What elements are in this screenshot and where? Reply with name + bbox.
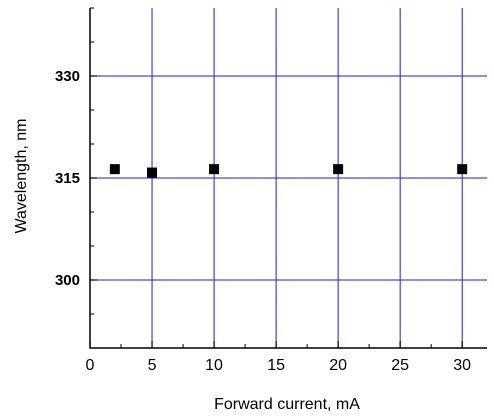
x-axis-title: Forward current, mA (214, 396, 360, 413)
data-point (109, 164, 120, 175)
data-point (147, 167, 158, 178)
x-tick-label: 10 (205, 357, 223, 374)
x-tick-label: 5 (148, 357, 157, 374)
data-point (457, 164, 468, 175)
data-points (109, 164, 468, 178)
grid (90, 8, 487, 348)
x-tick-label: 25 (391, 357, 409, 374)
x-tick-label: 0 (86, 357, 95, 374)
y-tick-label: 315 (55, 170, 80, 187)
y-axis-title: Wavelength, nm (13, 118, 30, 233)
x-tick-label: 20 (329, 357, 347, 374)
data-point (333, 164, 344, 175)
data-point (209, 164, 220, 175)
x-tick-label: 15 (267, 357, 285, 374)
ticks: 0 5 10 15 20 25 30 300 315 330 (55, 7, 471, 374)
x-tick-label: 30 (453, 357, 471, 374)
y-tick-label: 300 (55, 272, 80, 289)
y-tick-label: 330 (55, 68, 80, 85)
